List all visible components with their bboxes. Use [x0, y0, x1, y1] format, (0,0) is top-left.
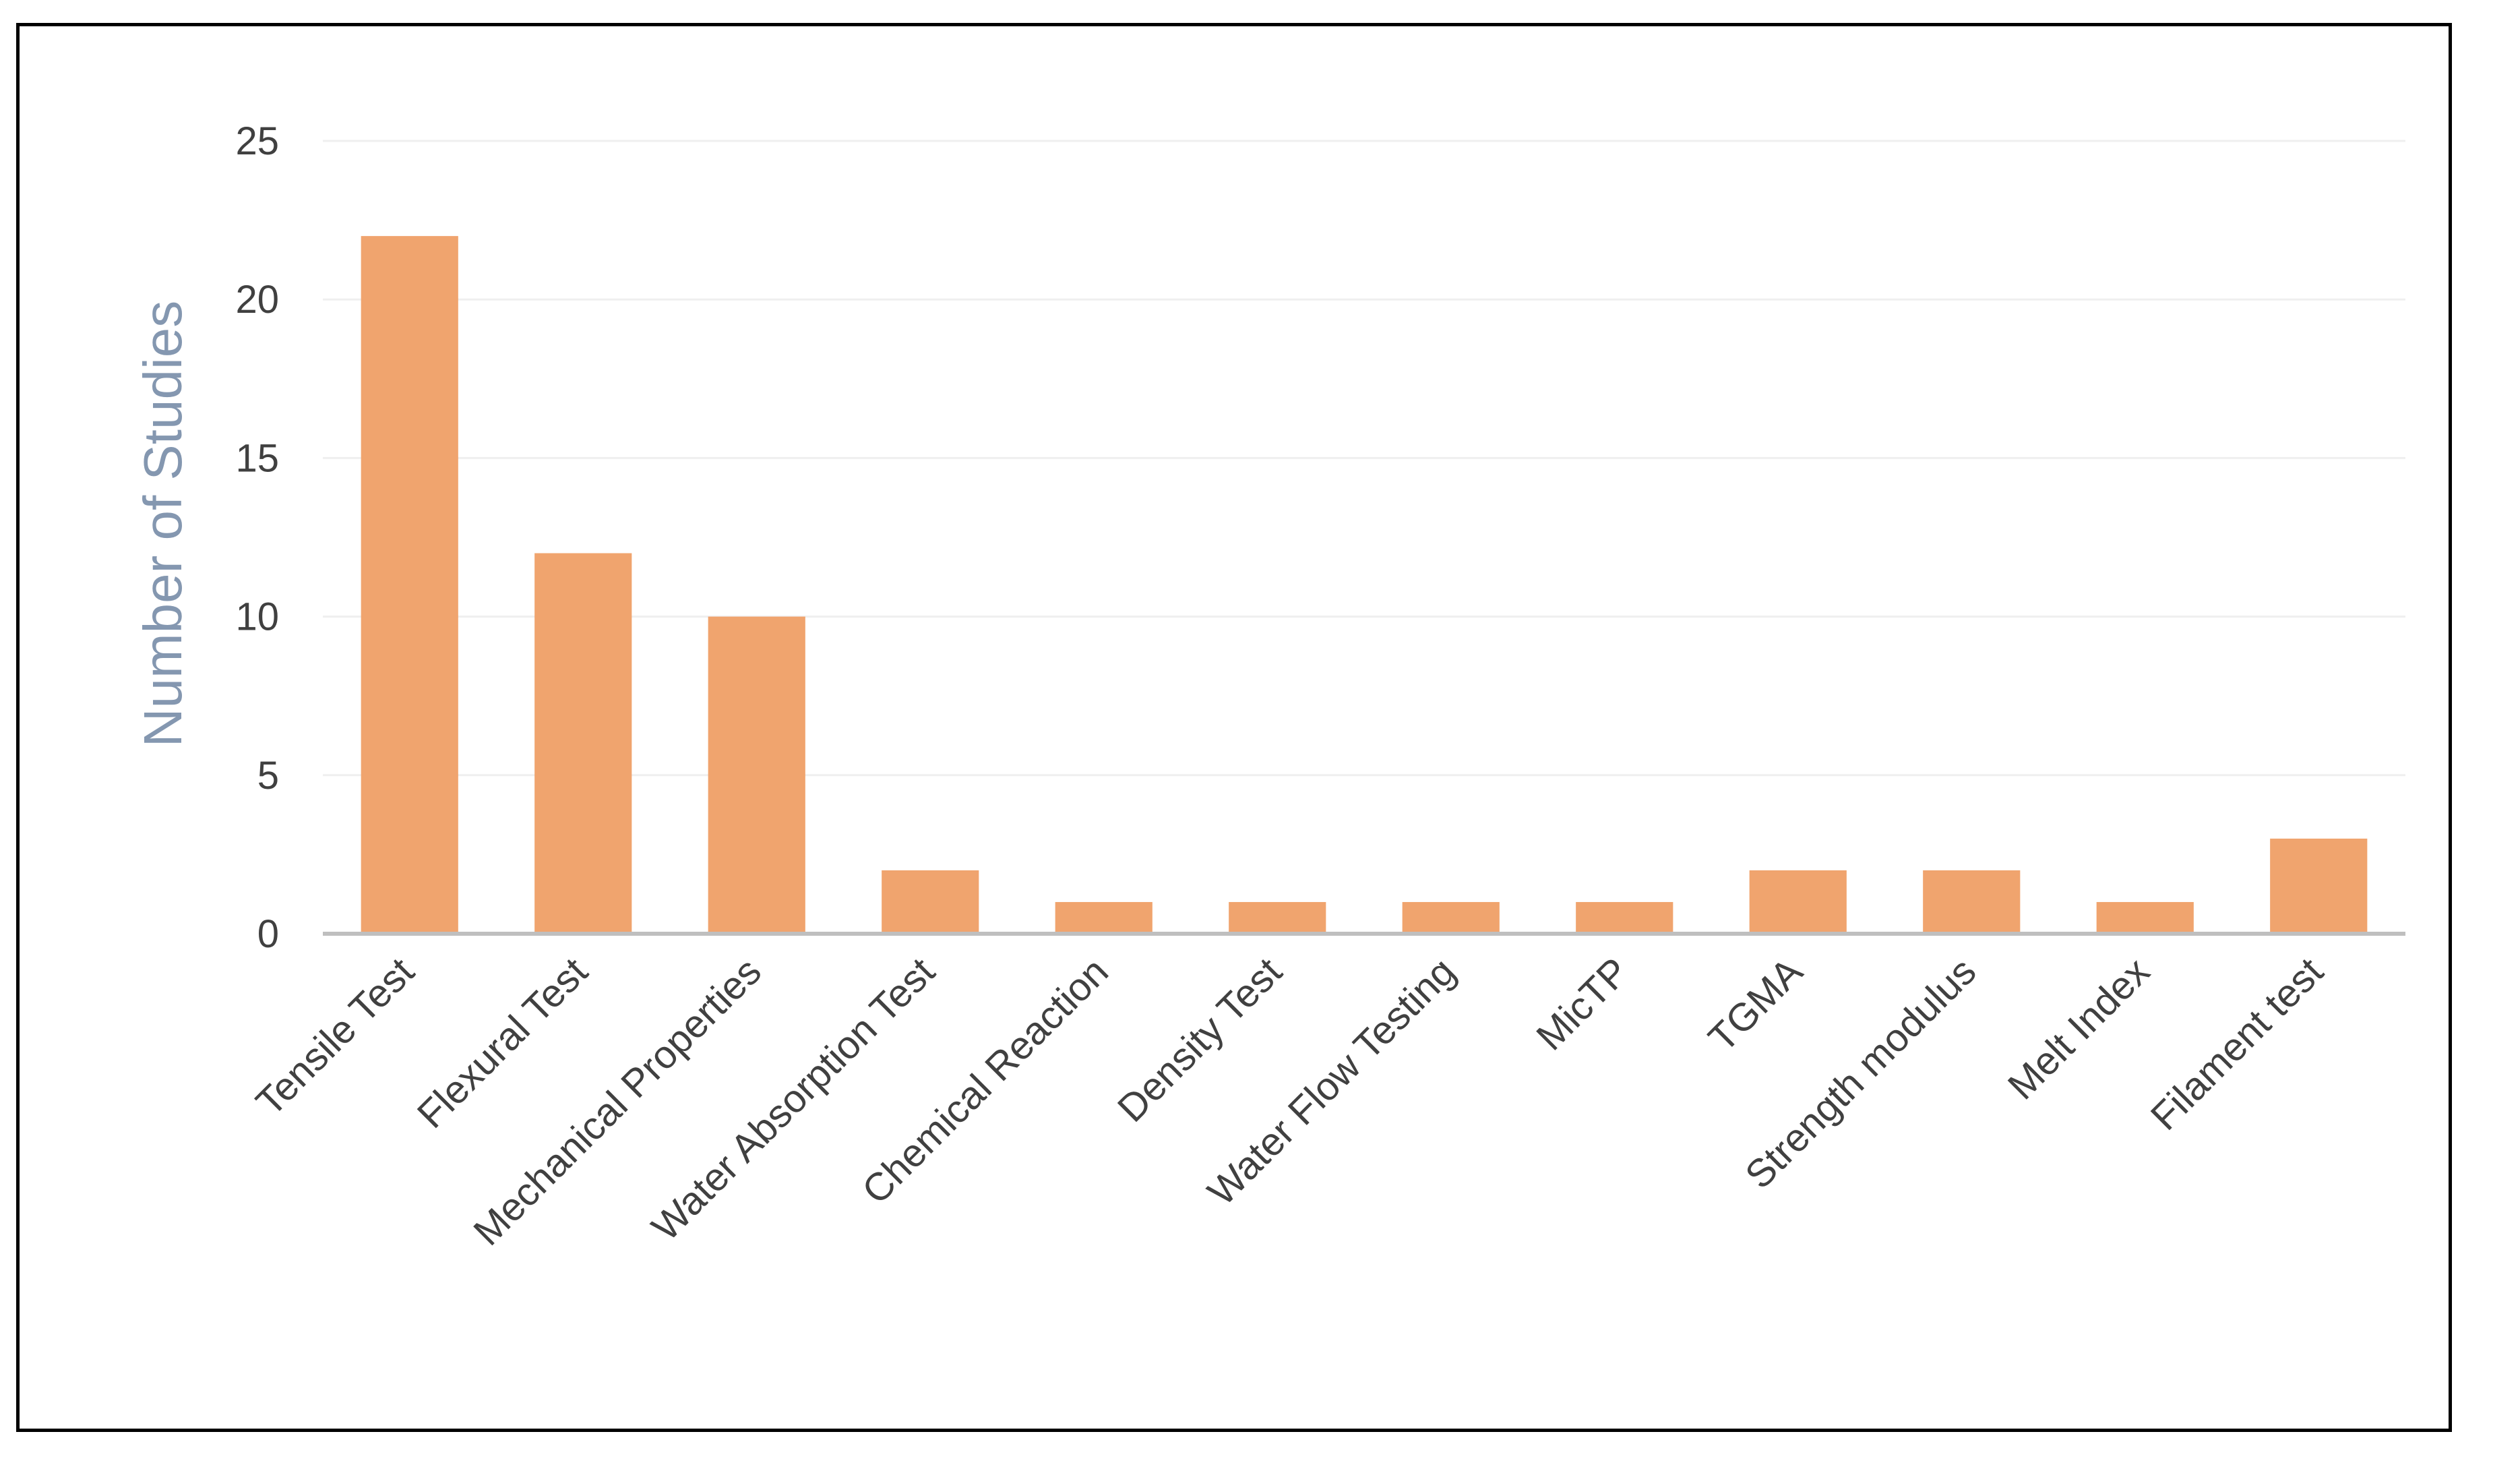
x-category-label: Melt Index — [2000, 949, 2158, 1108]
bar — [2096, 901, 2194, 934]
y-tick-label: 15 — [235, 436, 279, 480]
bar — [1576, 901, 1673, 934]
bar — [361, 236, 458, 934]
y-tick-label: 25 — [235, 119, 279, 163]
gridlines — [323, 140, 2405, 777]
x-category-label: Flexural Test — [409, 949, 596, 1137]
bars — [361, 236, 2368, 934]
bar — [882, 870, 979, 934]
y-tick-label: 10 — [235, 595, 279, 639]
y-tick-label: 20 — [235, 278, 279, 322]
y-tick-label: 5 — [257, 754, 279, 798]
x-category-label: Filament test — [2143, 949, 2332, 1139]
x-category-label: Water Absorption Test — [644, 949, 944, 1249]
y-tick-label: 0 — [257, 912, 279, 956]
x-category-label: Density Test — [1109, 949, 1291, 1131]
y-axis-title: Number of Studies — [133, 301, 193, 748]
bar — [708, 616, 805, 934]
bar — [1055, 901, 1153, 934]
y-tick-labels: 0 5 10 15 20 25 — [235, 119, 279, 956]
x-category-label: TGMA — [1700, 949, 1812, 1060]
bar — [1749, 870, 1847, 934]
bar — [1923, 870, 2021, 934]
bar — [1402, 901, 1500, 934]
bar — [1229, 901, 1326, 934]
x-category-label: MicTP — [1528, 949, 1637, 1058]
x-category-label: Tensile Test — [247, 949, 422, 1124]
bar — [534, 553, 632, 934]
chart-frame: 0 5 10 15 20 25 Tensile Test Flexural Test Mech… — [16, 23, 2452, 1432]
bar — [2270, 838, 2368, 934]
x-category-label: Mechanical Properties — [465, 949, 770, 1254]
